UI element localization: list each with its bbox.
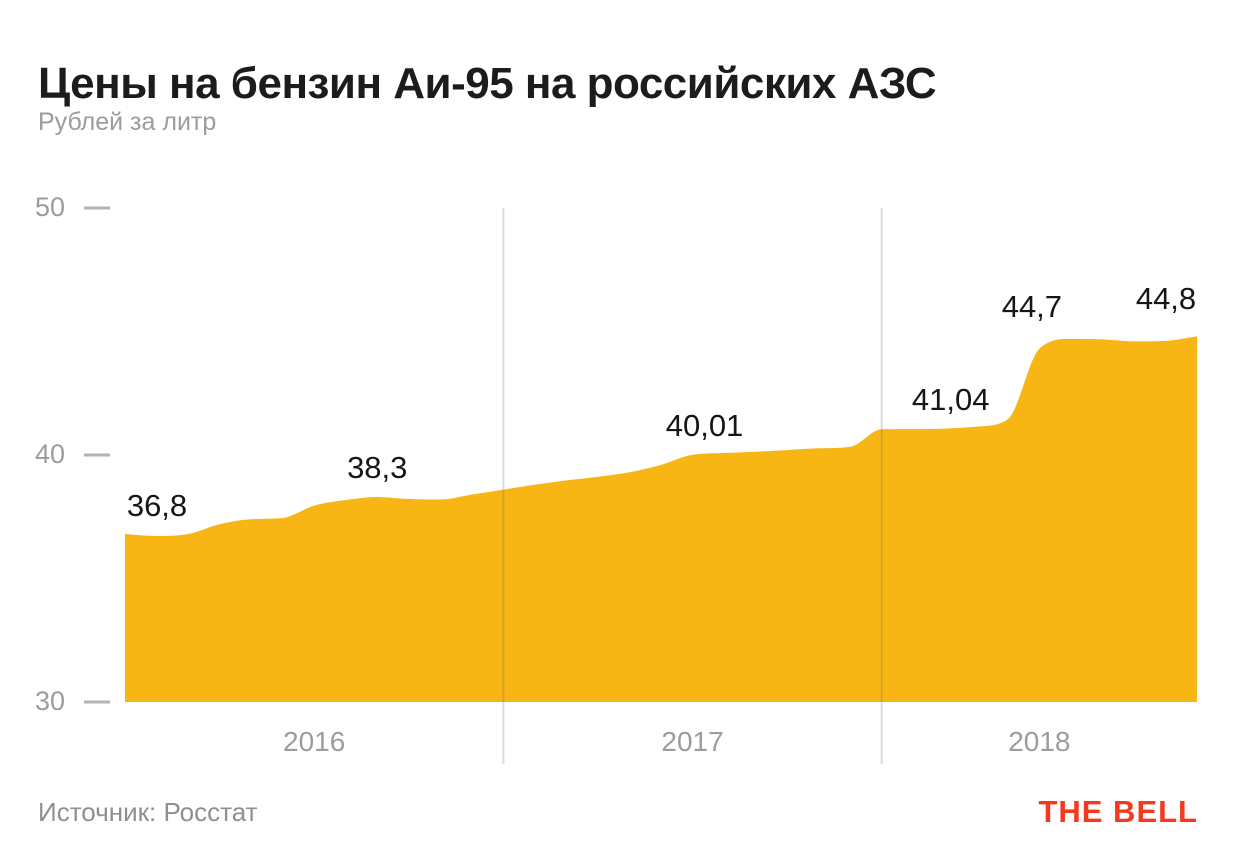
- chart-subtitle: Рублей за литр: [38, 108, 217, 136]
- price-area: [125, 336, 1197, 702]
- source-note: Источник: Росстат: [38, 797, 258, 827]
- chart-title: Цены на бензин Аи-95 на российских АЗС: [38, 59, 937, 109]
- the-bell-logo: THE BELL: [1038, 794, 1198, 829]
